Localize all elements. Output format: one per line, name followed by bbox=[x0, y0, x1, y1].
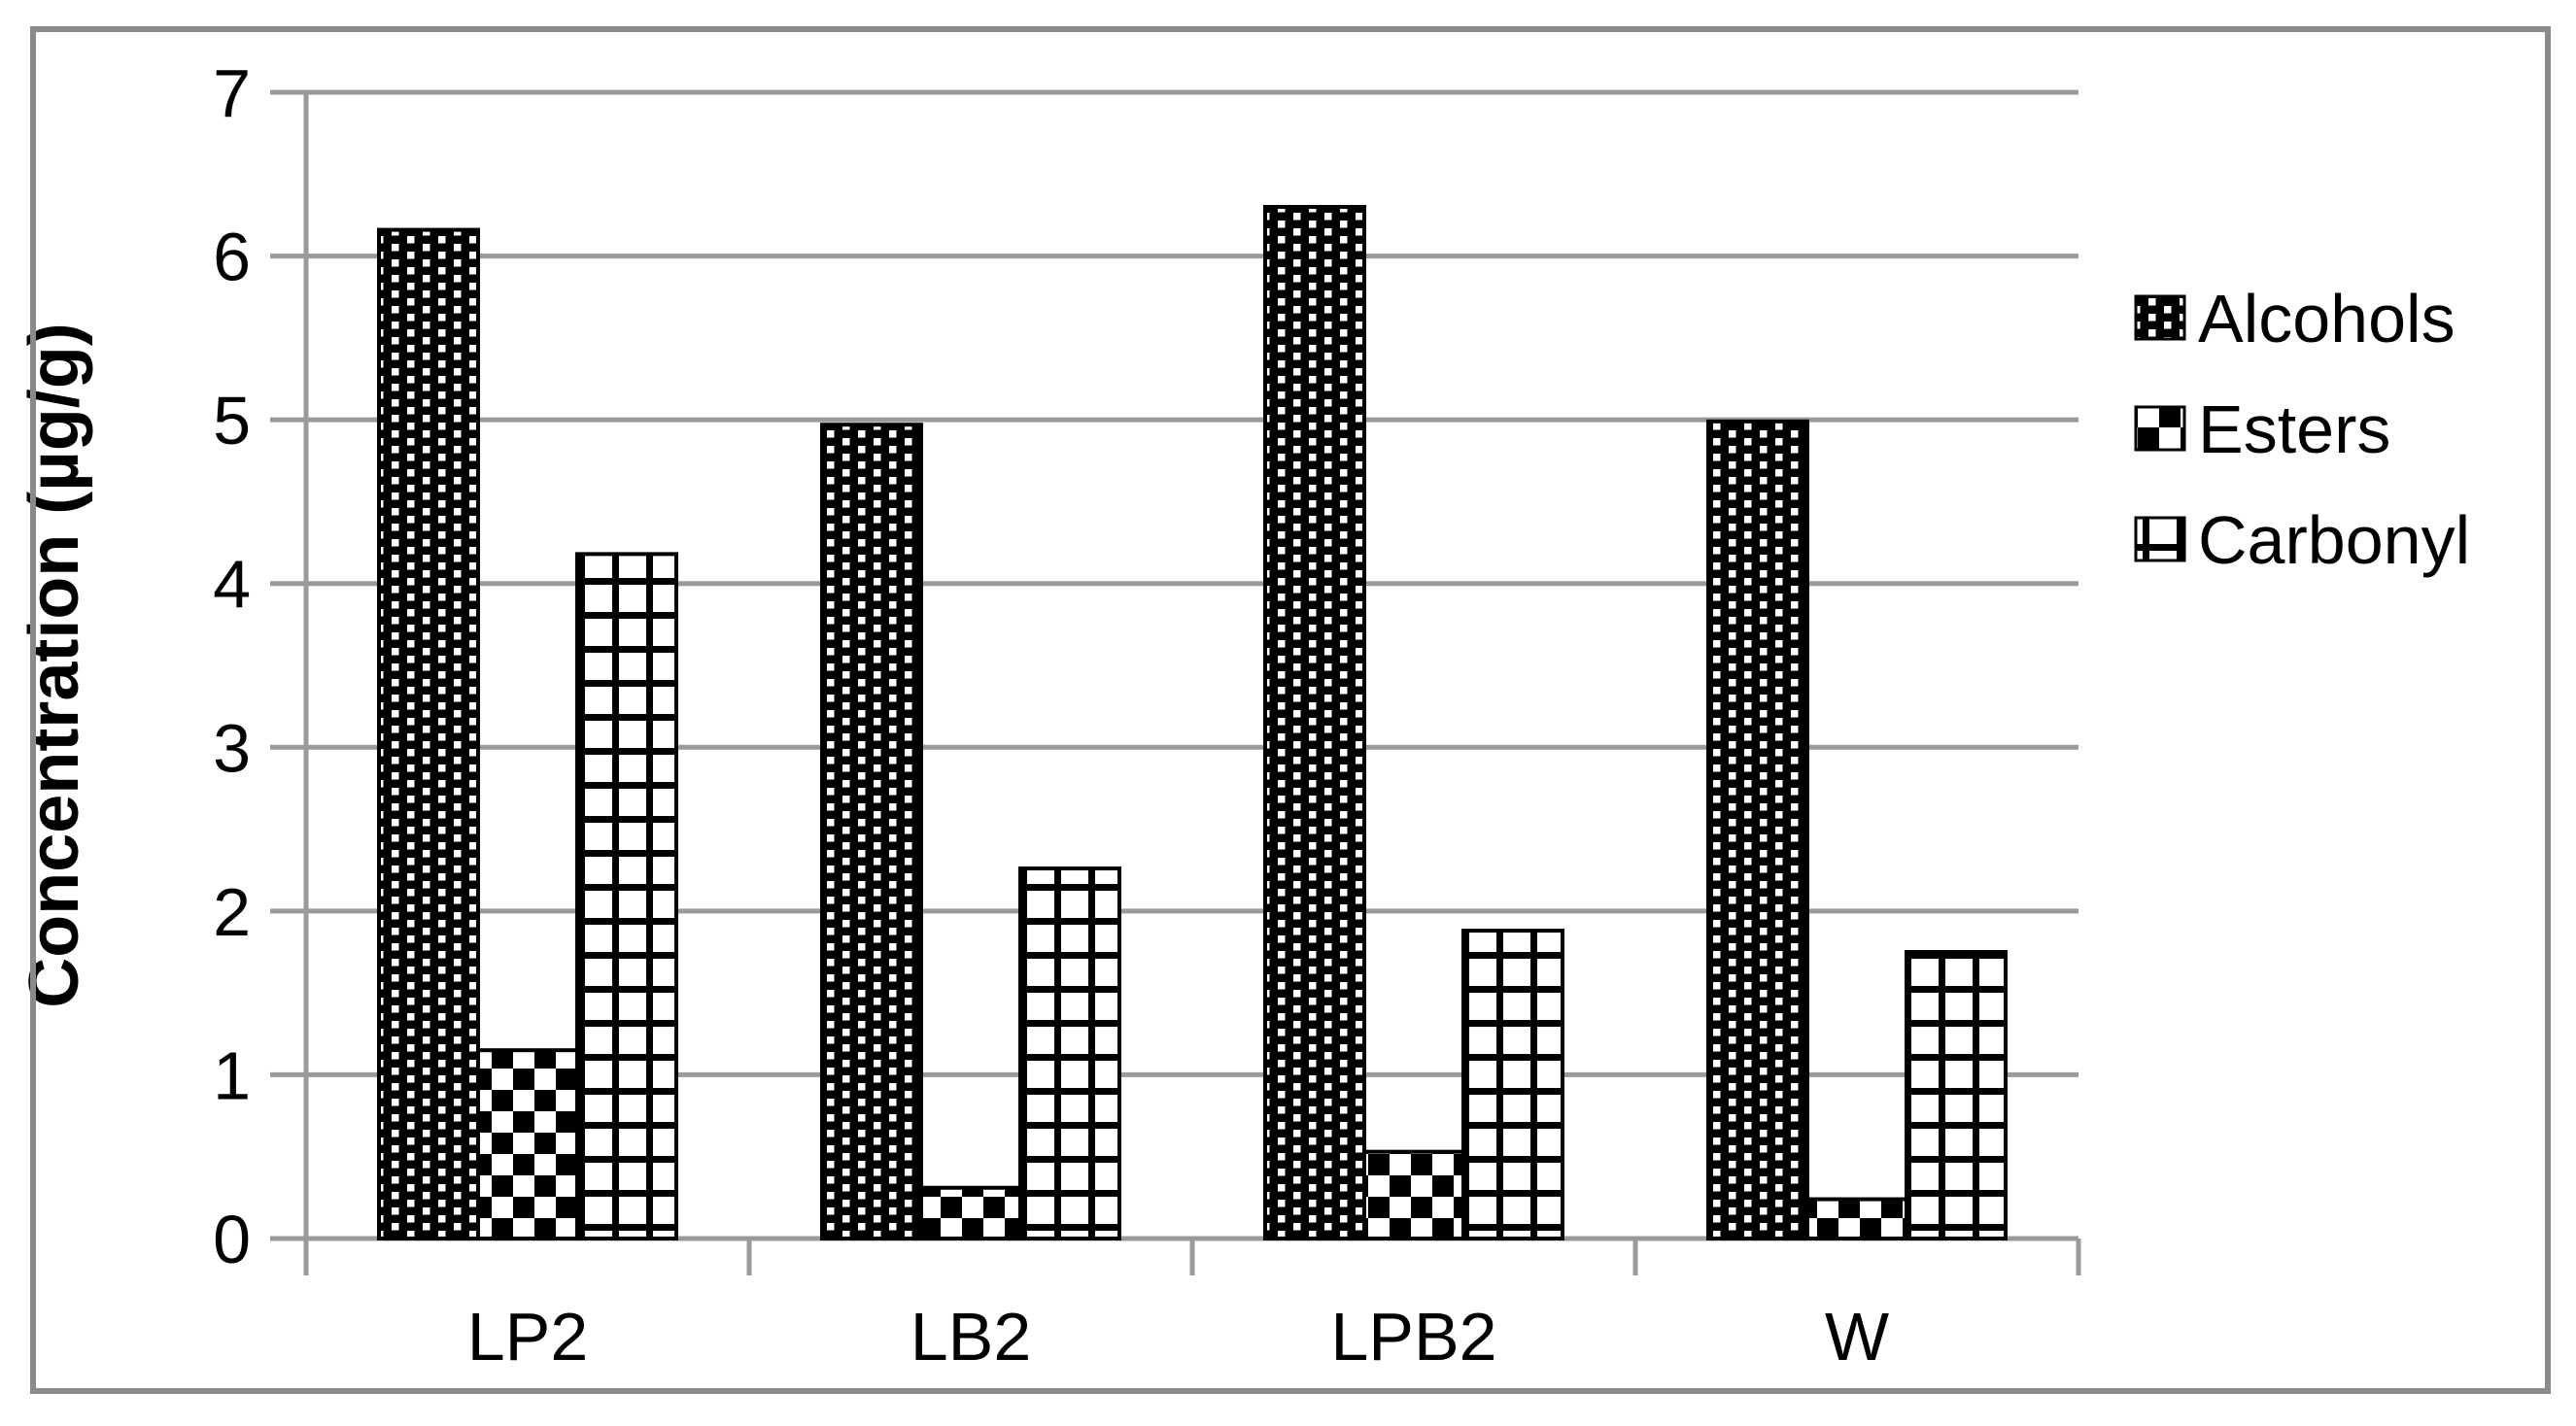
y-axis-title: Concentration (µg/g) bbox=[16, 323, 93, 1007]
bar-alcohols-w bbox=[1706, 419, 1809, 1241]
x-category-label-lpb2: LPB2 bbox=[1330, 1299, 1496, 1375]
bar-alcohols-lp2 bbox=[377, 227, 480, 1241]
legend-swatch-carbonyl bbox=[2134, 516, 2186, 562]
axes-and-ticks bbox=[270, 89, 2081, 1275]
bar-esters-w bbox=[1805, 1197, 1908, 1240]
bar-carbonyl-lpb2 bbox=[1461, 929, 1564, 1240]
bar-esters-lpb2 bbox=[1362, 1149, 1465, 1240]
bar-alcohols-lb2 bbox=[820, 423, 923, 1240]
x-category-label-lb2: LB2 bbox=[910, 1299, 1032, 1375]
bar-carbonyl-lb2 bbox=[1018, 866, 1121, 1240]
legend-swatch-alcohols bbox=[2134, 294, 2186, 341]
legend-label-alcohols: Alcohols bbox=[2198, 281, 2456, 356]
y-tick-label-4: 4 bbox=[213, 547, 251, 623]
figure-border bbox=[30, 26, 2551, 1394]
y-tick-label-7: 7 bbox=[213, 55, 251, 131]
y-tick-labels: 0 1 2 3 4 5 6 7 bbox=[213, 55, 251, 1277]
legend-label-esters: Esters bbox=[2198, 391, 2390, 467]
x-category-label-w: W bbox=[1825, 1299, 1889, 1375]
legend-swatch-esters bbox=[2134, 405, 2186, 452]
y-tick-label-6: 6 bbox=[213, 220, 251, 295]
y-tick-label-3: 3 bbox=[213, 710, 251, 786]
bar-carbonyl-w bbox=[1905, 950, 2008, 1240]
x-category-label-lp2: LP2 bbox=[467, 1299, 589, 1375]
y-tick-label-0: 0 bbox=[213, 1202, 251, 1277]
legend-label-carbonyl: Carbonyl bbox=[2198, 502, 2470, 578]
legend: Alcohols Esters Carbonyl bbox=[2134, 281, 2470, 578]
bar-alcohols-lpb2 bbox=[1263, 205, 1366, 1240]
y-tick-label-5: 5 bbox=[213, 383, 251, 458]
bar-carbonyl-lp2 bbox=[575, 552, 678, 1240]
bars bbox=[377, 205, 2008, 1241]
bar-esters-lb2 bbox=[919, 1185, 1022, 1240]
x-category-labels: LP2 LB2 LPB2 W bbox=[467, 1299, 1889, 1375]
bar-esters-lp2 bbox=[476, 1048, 579, 1240]
y-tick-label-1: 1 bbox=[213, 1037, 251, 1113]
y-tick-label-2: 2 bbox=[213, 874, 251, 950]
